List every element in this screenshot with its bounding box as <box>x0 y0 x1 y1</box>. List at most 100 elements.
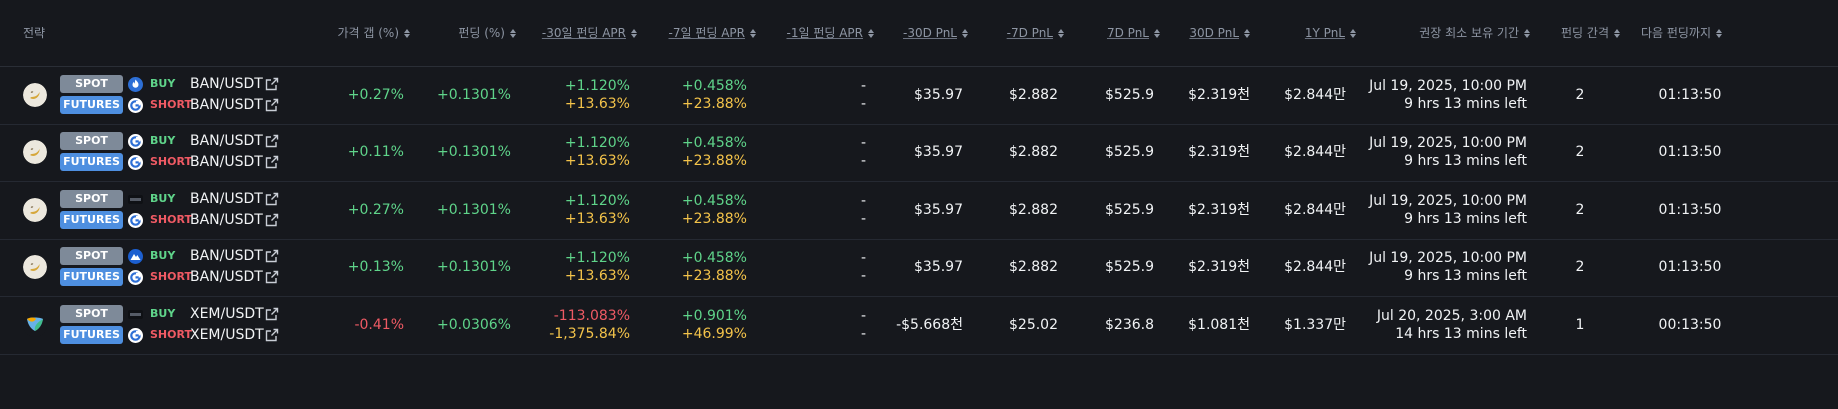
dark-exchange-icon <box>128 192 143 207</box>
pnl-7d-value: $525.9 <box>1105 87 1154 103</box>
cycle-exchange-icon <box>128 212 143 228</box>
futures-badge: FUTURES <box>60 153 123 172</box>
pnl-1y-value: $2.844만 <box>1284 87 1346 103</box>
sort-icon <box>510 28 516 38</box>
table-row[interactable]: SPOT BUY XEM/USDT FUTURES SHORT XEM/USDT… <box>0 297 1838 355</box>
table-row[interactable]: SPOT BUY BAN/USDT FUTURES SHORT BAN/USDT… <box>0 124 1838 183</box>
short-label: SHORT <box>150 270 192 284</box>
header-funding-label: 펀딩 (%) <box>458 26 505 40</box>
table-row[interactable]: SPOT BUY BAN/USDT FUTURES SHORT BAN/USDT… <box>0 67 1838 125</box>
header-interval[interactable]: 펀딩 간격 <box>1540 24 1620 42</box>
external-link-icon[interactable] <box>264 191 280 207</box>
header-apr-7d[interactable]: -7일 펀딩 APR <box>650 24 756 42</box>
apr-30d-primary: +1.120% <box>564 78 630 94</box>
buy-label: BUY <box>150 249 176 263</box>
flame-exchange-icon <box>128 77 143 92</box>
header-pnl-30d-past[interactable]: -30D PnL <box>880 24 968 42</box>
apr-7d-secondary: +23.88% <box>681 153 747 170</box>
external-link-icon[interactable] <box>264 248 280 264</box>
cycle-exchange-icon <box>128 270 143 286</box>
futures-pair-link[interactable]: BAN/USDT <box>190 269 263 286</box>
short-label: SHORT <box>150 155 192 169</box>
header-pnl-7d-past[interactable]: -7D PnL <box>980 24 1064 42</box>
spot-badge: SPOT <box>60 189 123 208</box>
header-pnl-30d[interactable]: 30D PnL <box>1170 24 1250 42</box>
header-pnl-1y-label: 1Y PnL <box>1304 26 1345 40</box>
funding-interval-value: 2 <box>1575 201 1585 218</box>
external-link-icon[interactable] <box>264 76 280 92</box>
apr-1d-secondary: - <box>860 96 866 112</box>
sort-icon <box>868 28 874 38</box>
header-apr-30d[interactable]: -30일 펀딩 APR <box>520 24 637 42</box>
hold-time-left: 9 hrs 13 mins left <box>1404 268 1527 285</box>
external-link-icon[interactable] <box>264 306 280 322</box>
external-link-icon[interactable] <box>264 133 280 149</box>
futures-pair-link[interactable]: XEM/USDT <box>190 326 264 343</box>
banano-coin-icon <box>23 83 47 107</box>
funding-value: +0.1301% <box>436 201 511 218</box>
sort-icon <box>1154 28 1160 38</box>
table-row[interactable]: SPOT BUY BAN/USDT FUTURES SHORT BAN/USDT… <box>0 239 1838 298</box>
next-funding-countdown: 01:13:50 <box>1658 259 1722 276</box>
table-row[interactable]: SPOT BUY BAN/USDT FUTURES SHORT BAN/USDT… <box>0 182 1838 240</box>
header-next-funding[interactable]: 다음 펀딩까지 <box>1630 24 1722 42</box>
external-link-icon[interactable] <box>264 327 280 343</box>
external-link-icon[interactable] <box>264 212 280 228</box>
spot-badge: SPOT <box>60 247 123 266</box>
pnl-1y-value: $2.844만 <box>1284 144 1346 161</box>
spot-pair-link[interactable]: BAN/USDT <box>190 133 263 150</box>
header-price-gap[interactable]: 가격 갭 (%) <box>300 24 410 42</box>
header-apr-1d[interactable]: -1일 펀딩 APR <box>770 24 874 42</box>
next-funding-countdown: 01:13:50 <box>1658 87 1722 103</box>
header-price-gap-label: 가격 갭 (%) <box>337 26 399 40</box>
pnl-7d-past-value: $2.882 <box>1009 201 1058 218</box>
header-funding[interactable]: 펀딩 (%) <box>420 24 516 42</box>
pnl-30d-value: $1.081천 <box>1188 316 1250 333</box>
funding-value: +0.1301% <box>436 87 511 103</box>
futures-pair-link[interactable]: BAN/USDT <box>190 154 263 171</box>
header-pnl-7d[interactable]: 7D PnL <box>1080 24 1160 42</box>
header-pnl-1y[interactable]: 1Y PnL <box>1280 24 1356 42</box>
sort-icon <box>1716 28 1722 38</box>
next-funding-countdown: 01:13:50 <box>1658 201 1722 218</box>
funding-interval-value: 1 <box>1575 316 1585 333</box>
pnl-7d-past-value: $25.02 <box>1009 316 1058 333</box>
spot-pair-link[interactable]: BAN/USDT <box>190 248 263 265</box>
apr-30d-primary: +1.120% <box>564 192 630 209</box>
apr-1d-primary: - <box>860 78 866 94</box>
apr-1d-secondary: - <box>860 210 866 227</box>
sort-icon <box>1350 28 1356 38</box>
apr-30d-secondary: +13.63% <box>564 210 630 227</box>
header-pnl-7d-past-label: -7D PnL <box>1006 26 1053 40</box>
next-funding-countdown: 00:13:50 <box>1658 316 1722 333</box>
funding-value: +0.1301% <box>436 144 511 161</box>
price-gap-value: -0.41% <box>354 316 404 333</box>
pnl-7d-value: $525.9 <box>1105 259 1154 276</box>
next-funding-countdown: 01:13:50 <box>1658 144 1722 161</box>
spot-pair-link[interactable]: XEM/USDT <box>190 305 264 322</box>
pnl-1y-value: $2.844만 <box>1284 201 1346 218</box>
futures-pair-link[interactable]: BAN/USDT <box>190 97 263 113</box>
pnl-1y-value: $2.844만 <box>1284 259 1346 276</box>
apr-7d-primary: +0.458% <box>681 78 747 94</box>
funding-value: +0.1301% <box>436 259 511 276</box>
pnl-30d-past-value: $35.97 <box>914 144 963 161</box>
header-apr-30d-label: -30일 펀딩 APR <box>541 26 626 40</box>
apr-30d-secondary: +13.63% <box>564 153 630 170</box>
hold-time-left: 9 hrs 13 mins left <box>1404 96 1527 112</box>
header-strategy: 전략 <box>23 24 45 42</box>
futures-pair-link[interactable]: BAN/USDT <box>190 211 263 228</box>
hold-until-date: Jul 19, 2025, 10:00 PM <box>1369 192 1527 209</box>
external-link-icon[interactable] <box>264 269 280 285</box>
cycle-exchange-icon <box>128 155 143 171</box>
pnl-7d-value: $525.9 <box>1105 144 1154 161</box>
spot-pair-link[interactable]: BAN/USDT <box>190 190 263 207</box>
external-link-icon[interactable] <box>264 154 280 170</box>
header-hold-period[interactable]: 권장 최소 보유 기간 <box>1400 24 1530 42</box>
short-label: SHORT <box>150 212 192 226</box>
apr-7d-secondary: +23.88% <box>681 96 747 112</box>
header-apr-1d-label: -1일 펀딩 APR <box>786 26 864 40</box>
external-link-icon[interactable] <box>264 97 280 113</box>
spot-pair-link[interactable]: BAN/USDT <box>190 76 263 92</box>
